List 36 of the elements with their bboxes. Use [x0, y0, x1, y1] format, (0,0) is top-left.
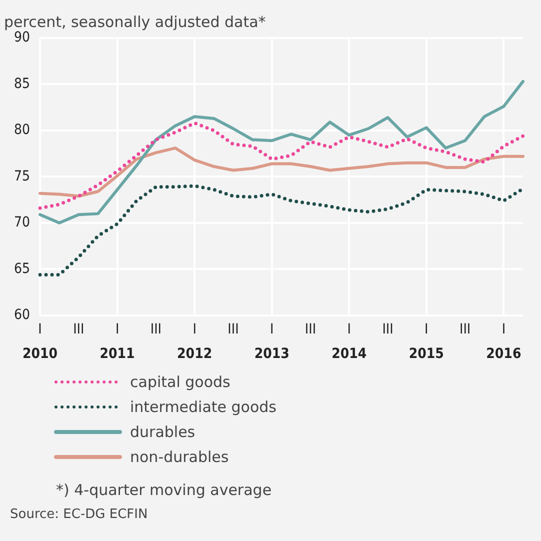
y-tick-label: 80: [14, 122, 30, 138]
x-tick-label: I: [502, 321, 506, 338]
x-tick-label: III: [150, 321, 162, 338]
y-tick-label: 70: [14, 214, 30, 231]
y-tick-label: 75: [14, 168, 30, 184]
x-tick-label: I: [424, 321, 428, 338]
legend-label: durables: [130, 422, 196, 440]
x2-tick-label: 2014: [332, 346, 367, 362]
x-tick-label: III: [382, 321, 394, 338]
x-tick-label: III: [459, 321, 471, 338]
y-tick-label: 65: [14, 260, 30, 277]
x2-tick-label: 2012: [177, 346, 212, 362]
y-tick-label: 60: [14, 307, 30, 324]
legend-label: capital goods: [130, 372, 230, 390]
text: *) 4-quarter moving average: [56, 481, 273, 499]
source-note: Source: EC-DG ECFIN: [10, 507, 149, 522]
x-tick-label: III: [228, 321, 239, 338]
x-tick-label: III: [304, 321, 316, 338]
legend-label: non-durables: [130, 448, 229, 466]
x-tick-label: III: [73, 321, 84, 338]
x-tick-label: I: [347, 321, 351, 338]
x2-tick-label: 2011: [100, 346, 135, 362]
x-tick-label: I: [38, 321, 42, 338]
x2-tick-label: 2013: [254, 346, 290, 362]
legend-label: intermediate goods: [130, 398, 276, 416]
x2-tick-label: 2010: [22, 346, 58, 362]
line-series: [38, 184, 525, 276]
y-tick-label: 85: [14, 76, 30, 92]
x-tick-label: I: [115, 321, 120, 338]
x-tick-label: I: [270, 321, 274, 338]
chart-subtitle: percent, seasonally adjusted data*: [4, 12, 266, 31]
x2-tick-label: 2016: [486, 346, 522, 362]
x-tick-label: I: [192, 321, 196, 338]
line-series: [38, 121, 525, 210]
y-tick-label: 90: [14, 30, 30, 46]
x2-tick-label: 2015: [408, 346, 444, 362]
